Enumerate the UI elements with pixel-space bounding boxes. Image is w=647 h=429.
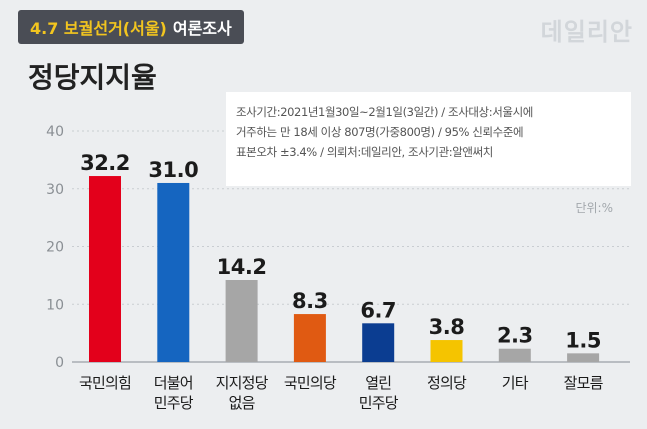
data-label: 31.0 (148, 158, 198, 182)
survey-info-line-3: 표본오차 ±3.4% / 의뢰처:데일리안, 조사기관:알앤써치 (236, 145, 493, 159)
bar (225, 279, 258, 362)
survey-info-line-1: 조사기간:2021년1월30일~2월1일(3일간) / 조사대상:서울시에 (236, 105, 533, 119)
survey-info-line-2: 거주하는 만 18세 이상 807명(가중800명) / 95% 신뢰수준에 (236, 125, 524, 139)
data-label: 14.2 (217, 255, 267, 279)
logo: 데일리안 (540, 18, 633, 46)
bar (498, 348, 531, 362)
page-title: 정당지지율 (28, 61, 157, 94)
unit-label: 단위:% (575, 201, 613, 215)
header-tag-rest: 여론조사 (172, 19, 232, 38)
x-tick-label: 지지정당 (216, 374, 269, 392)
x-tick-label: 더불어 (154, 374, 193, 392)
x-tick-label: 민주당 (359, 394, 399, 412)
x-tick-label: 정의당 (427, 374, 467, 392)
data-label: 3.8 (429, 315, 465, 339)
bar (293, 314, 326, 362)
y-tick-label: 20 (46, 240, 64, 256)
x-tick-label: 잘모름 (564, 374, 604, 392)
y-tick-label: 40 (46, 124, 64, 140)
y-tick-label: 0 (55, 355, 64, 371)
survey-info-box: 조사기간:2021년1월30일~2월1일(3일간) / 조사대상:서울시에 거주… (226, 92, 631, 186)
x-tick-label: 국민의당 (284, 374, 337, 392)
x-tick-label: 기타 (502, 374, 529, 392)
data-label: 1.5 (565, 328, 601, 352)
x-tick-label: 국민의힘 (79, 374, 131, 392)
data-label: 32.2 (80, 151, 130, 175)
x-tick-label: 열린 (365, 374, 391, 392)
y-tick-label: 30 (46, 182, 64, 198)
header-tag-highlight: 4.7 보궐선거(서울) (30, 19, 167, 38)
data-label: 8.3 (292, 289, 328, 313)
bar (567, 353, 600, 362)
data-label: 2.3 (497, 324, 533, 348)
bar (89, 176, 121, 362)
bar (362, 323, 395, 362)
bar (430, 340, 463, 362)
x-tick-label: 없음 (229, 394, 255, 412)
header-tag: 4.7 보궐선거(서울) 여론조사 (18, 10, 244, 44)
x-tick-label: 민주당 (154, 394, 194, 412)
bar (157, 182, 190, 362)
data-label: 6.7 (360, 298, 396, 322)
y-tick-label: 10 (46, 297, 64, 313)
